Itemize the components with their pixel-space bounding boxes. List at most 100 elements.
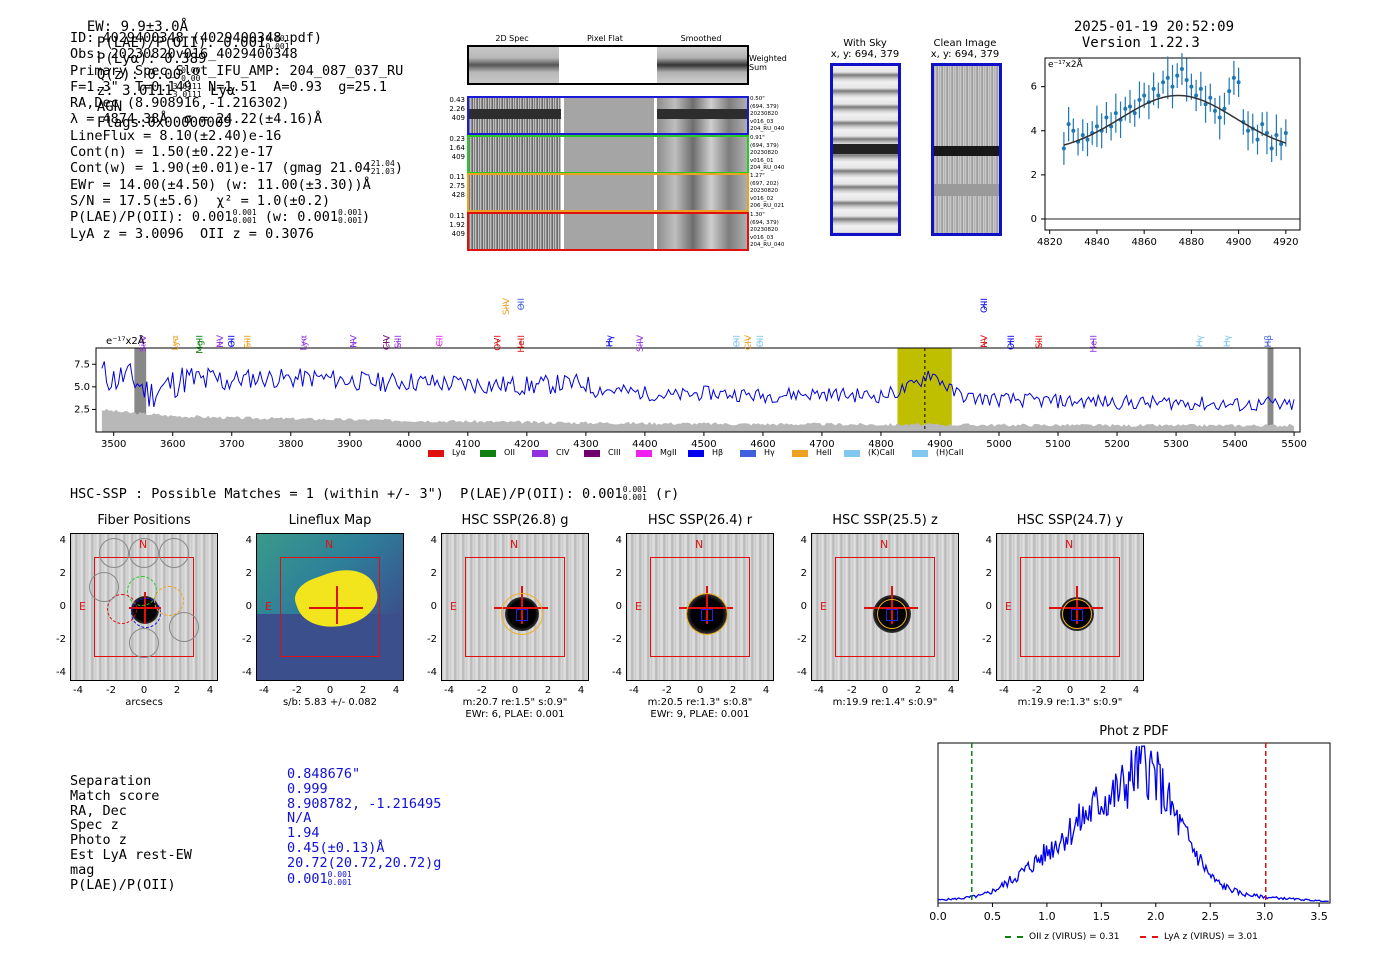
clean-band	[934, 184, 999, 196]
line-label-bracket: {	[437, 338, 442, 347]
zoom-point	[1080, 133, 1085, 138]
hsc-xtick-label: 4	[947, 685, 955, 696]
fiber-circle	[89, 572, 119, 602]
cutout-value: 2.26	[449, 105, 465, 113]
hsc-ytick-label: 0	[245, 601, 252, 612]
zoom-point	[1170, 84, 1175, 89]
info-obs: Obs: 20230820v016_4029400348	[70, 46, 298, 63]
hsc-ytick-label: -2	[612, 634, 622, 645]
zoom-point	[1175, 73, 1180, 78]
fiber-circle	[129, 538, 159, 568]
info-contn: Cont(n) = 1.50(±0.22)e-17	[70, 144, 274, 161]
cutout-value: 0.11	[449, 173, 465, 181]
cutout-meta: 204_RU_040	[750, 165, 785, 171]
info-plae-text: P(LAE)/P(OII): 0.001	[70, 209, 233, 226]
zoom-point	[1066, 122, 1071, 127]
full-xtick-label: 5400	[1222, 439, 1247, 450]
aperture-ellipse	[686, 593, 728, 635]
hsc-ytick-label: -2	[982, 634, 992, 645]
search-box	[835, 557, 935, 657]
info-primary: Primary Spec_Slot_IFU_AMP: 204_087_037_R…	[70, 62, 404, 79]
cutout-cell	[564, 98, 654, 133]
line-label-bracket: {	[982, 338, 987, 347]
hsc-ytick-label: 4	[615, 535, 622, 546]
hsc-summary-sup: 0.001	[622, 485, 647, 494]
match-label: Photo z	[70, 832, 127, 849]
header-ew: EW: 9.9±3.0Å	[86, 19, 189, 35]
line-label-bracket: {	[1037, 338, 1042, 347]
zoom-point	[1208, 95, 1213, 100]
spec-cutouts: 2D Spec Pixel Flat Smoothed Weighted Sum…	[440, 34, 820, 254]
hsc-ytick-label: -2	[427, 634, 437, 645]
cutout-cell	[469, 175, 561, 210]
legend-label: Lyα	[452, 448, 466, 457]
header-plae-sub: 0.001	[265, 42, 290, 51]
header-plae: P(LAE)/P(OII): 0.001 0.001 0.001	[97, 35, 290, 52]
hsc-xtick-label: -2	[1032, 685, 1042, 696]
zoom-ytick-label: 4	[1031, 126, 1037, 137]
zoom-point	[1198, 86, 1203, 91]
match-value-text: 20.72(20.72,20.72)g	[287, 854, 442, 871]
full-frame	[95, 347, 1301, 433]
hsc-xtick-label: -2	[662, 685, 672, 696]
hsc-panel-caption: m:19.9 re:1.4" s:0.9"	[832, 697, 938, 708]
clean-image-coords: x, y: 694, 379	[930, 49, 1000, 60]
hsc-ytick-label: 2	[245, 568, 252, 579]
hsc-xtick-label: 4	[392, 685, 400, 696]
line-label: CIV	[744, 334, 754, 350]
cutout-cell	[657, 137, 747, 172]
line-label-bracket: {	[518, 301, 523, 310]
zoom-xtick-label: 4820	[1037, 237, 1062, 248]
detection-info: ID: 4029400348 (4029400348.pdf) Obs: 202…	[70, 30, 403, 242]
weighted-smoothed	[657, 47, 747, 83]
photz-frame	[937, 742, 1331, 904]
line-label-bracket: {	[1224, 338, 1229, 347]
line-label: HeII	[1089, 335, 1099, 353]
photz-legend-oii: OII z (VIRUS) = 0.31	[1005, 932, 1120, 942]
zoom-point	[1137, 97, 1142, 102]
zoom-ytick-label: 2	[1031, 170, 1037, 181]
line-label: NV	[216, 334, 226, 348]
cutout-meta: (694, 379)	[750, 219, 779, 226]
hsc-summary-text: HSC-SSP : Possible Matches = 1 (within +…	[70, 486, 623, 502]
hsc-ytick-label: -4	[612, 667, 622, 678]
photz-legend-lya: LyA z (VIRUS) = 3.01	[1140, 932, 1258, 942]
hsc-ytick-label: 2	[615, 568, 622, 579]
match-value-text: 0.999	[287, 780, 328, 797]
match-value-text: 0.001	[287, 870, 328, 887]
cutout-cell	[469, 98, 561, 133]
hsc-panel-caption: m:19.9 re:1.3" s:0.9"	[1017, 697, 1123, 708]
zoom-point	[1132, 111, 1137, 116]
full-ylabel: e⁻¹⁷x2Å	[106, 336, 145, 347]
hsc-ytick-label: 2	[430, 568, 437, 579]
line-label-bracket: {	[217, 338, 222, 347]
legend-label: HeII	[816, 448, 832, 457]
match-value-text: 0.45(±0.13)Å	[287, 839, 385, 856]
east-label: E	[450, 600, 457, 613]
east-label: E	[79, 600, 86, 613]
hsc-ytick-label: -2	[242, 634, 252, 645]
zoom-point	[1260, 122, 1265, 127]
info-lambda: λ = 4874.38Å σ = 24.22(±4.16)Å	[70, 111, 322, 128]
cutout-cell	[657, 175, 747, 210]
oii-legend-swatch	[1005, 935, 1023, 938]
line-legend: Lyα OII CIV CIII MgII Hβ Hγ HeII (K)CaII (H)CaII	[428, 448, 1048, 460]
line-label: Hγ	[605, 334, 615, 347]
cutout-cell	[657, 214, 747, 249]
line-label: CIV	[382, 334, 392, 350]
with-sky-image	[830, 63, 901, 236]
zoom-point	[1217, 115, 1222, 120]
fiber-circle	[154, 586, 184, 616]
cutout-row	[467, 173, 749, 212]
line-label-bracket: {	[746, 338, 751, 347]
cutout-meta: 204_RU_040	[750, 126, 785, 132]
cutout-emission	[657, 109, 747, 119]
north-label: N	[880, 538, 889, 551]
line-label-bracket: {	[396, 338, 401, 347]
east-label: E	[265, 600, 272, 613]
info-contw-sub: 21.03	[370, 167, 395, 177]
legend-label: MgII	[660, 448, 677, 457]
